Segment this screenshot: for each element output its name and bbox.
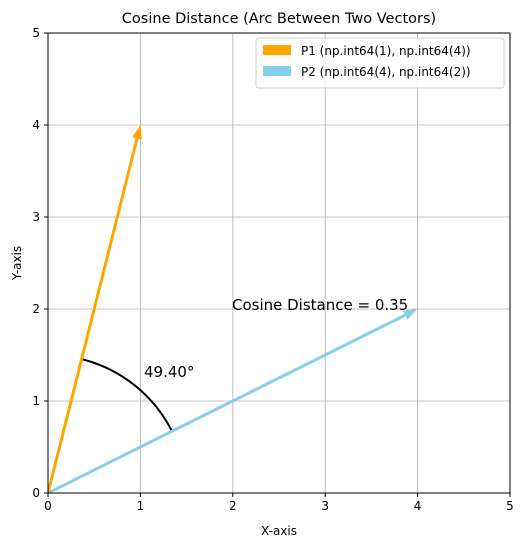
- y-tick-label: 1: [32, 394, 40, 408]
- x-tick-label: 2: [229, 499, 237, 513]
- grid: [47, 32, 511, 494]
- distance-label: Cosine Distance = 0.35: [232, 296, 408, 314]
- legend-box: [255, 37, 505, 89]
- y-tick-label: 0: [32, 486, 40, 500]
- angle-arc: [81, 358, 173, 432]
- x-axis-label: X-axis: [261, 524, 297, 538]
- y-tick-label: 3: [32, 210, 40, 224]
- series-layer: [48, 125, 418, 493]
- y-tick-label: 2: [32, 302, 40, 316]
- vector-p2: [48, 313, 406, 493]
- y-axis-label: Y-axis: [10, 246, 24, 281]
- arrowhead-p2: [402, 309, 418, 320]
- y-ticks: 0 1 2 3 4 5: [32, 26, 48, 500]
- plot-frame: [47, 32, 511, 494]
- angle-arc-layer: [81, 358, 173, 432]
- legend-entry-p2: P2 (np.int64(4), np.int64(2)): [301, 65, 471, 79]
- chart-title: Cosine Distance (Arc Between Two Vectors…: [122, 11, 436, 27]
- y-tick-label: 4: [32, 118, 40, 132]
- legend-swatch-p1: [263, 45, 291, 55]
- x-tick-label: 1: [137, 499, 145, 513]
- legend: P1 (np.int64(1), np.int64(4)) P2 (np.int…: [255, 37, 505, 89]
- x-tick-label: 0: [44, 499, 52, 513]
- y-tick-label: 5: [32, 26, 40, 40]
- x-tick-label: 4: [414, 499, 422, 513]
- x-tick-label: 3: [321, 499, 329, 513]
- arrowhead-p1: [132, 125, 142, 140]
- vector-p1: [48, 138, 139, 493]
- angle-label: 49.40°: [144, 363, 194, 381]
- legend-entry-p1: P1 (np.int64(1), np.int64(4)): [301, 44, 471, 58]
- x-ticks: 0 1 2 3 4 5: [44, 493, 514, 513]
- x-tick-label: 5: [506, 499, 514, 513]
- legend-swatch-p2: [263, 66, 291, 76]
